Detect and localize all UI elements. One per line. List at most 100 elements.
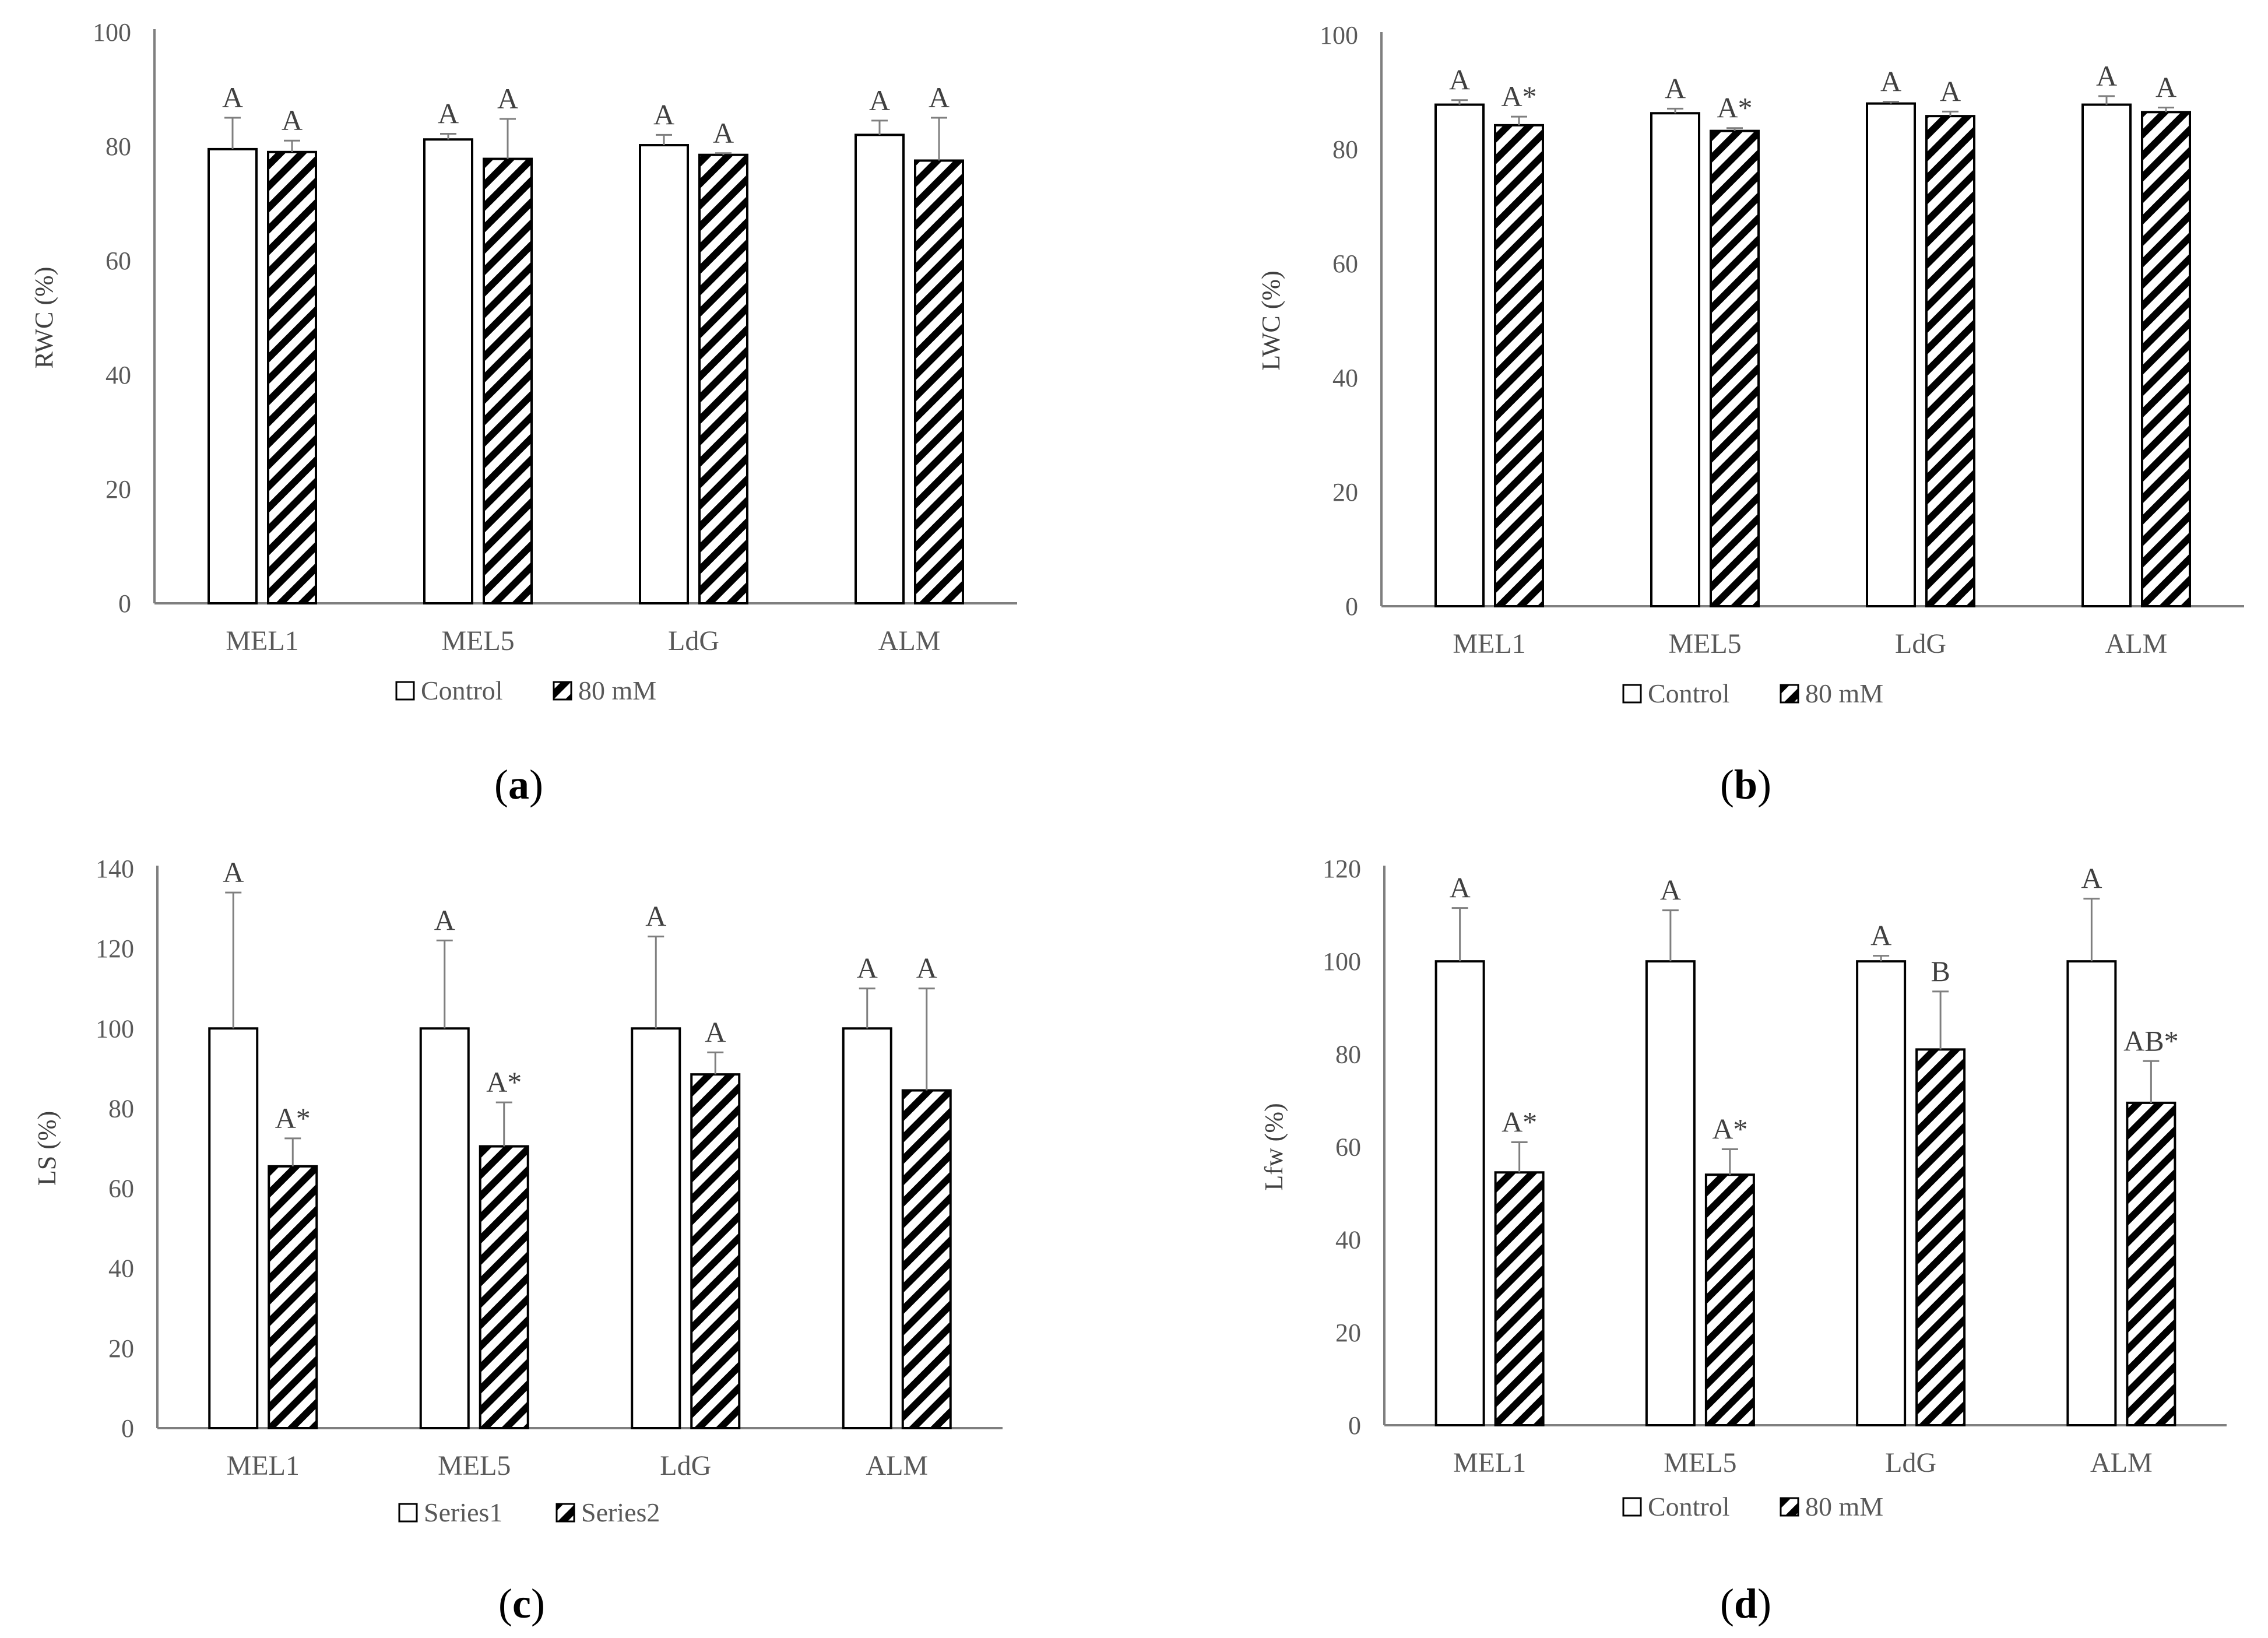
y-tick-label: 60 bbox=[108, 1175, 134, 1203]
y-tick-label: 40 bbox=[108, 1254, 134, 1283]
y-tick-label: 80 bbox=[1335, 1040, 1361, 1068]
significance-letter: A bbox=[223, 856, 244, 888]
significance-letter: A bbox=[645, 900, 666, 933]
y-tick-label: 0 bbox=[121, 1414, 134, 1443]
significance-letter: A bbox=[916, 952, 937, 985]
bar-control bbox=[1856, 960, 1907, 1426]
x-tick-label: ALM bbox=[878, 625, 941, 656]
x-tick-label: MEL5 bbox=[1668, 628, 1741, 659]
x-tick-label: LdG bbox=[660, 1450, 711, 1481]
significance-letter: A bbox=[1880, 65, 1901, 98]
legend-label: Control bbox=[1648, 1492, 1730, 1521]
bar-treated bbox=[268, 1165, 318, 1430]
y-tick-label: 60 bbox=[1332, 249, 1358, 278]
y-tick-label: 60 bbox=[106, 247, 131, 275]
y-axis-label: Lfw (%) bbox=[1260, 1103, 1288, 1190]
significance-letter: A bbox=[1660, 874, 1681, 906]
significance-letter: A bbox=[869, 84, 890, 117]
significance-letter: A* bbox=[486, 1066, 522, 1098]
y-tick-label: 0 bbox=[1345, 592, 1358, 621]
legend-swatch bbox=[1622, 684, 1642, 704]
bar-control bbox=[1650, 112, 1700, 607]
legend-swatch bbox=[1780, 684, 1799, 704]
legend-swatch bbox=[555, 1503, 575, 1523]
bar-treated bbox=[1710, 129, 1760, 607]
bar-treated bbox=[1494, 124, 1544, 607]
y-axis-label: LWC (%) bbox=[1257, 270, 1285, 370]
bar-treated bbox=[914, 159, 964, 604]
y-axis-label: RWC (%) bbox=[30, 267, 58, 369]
y-tick-label: 120 bbox=[1323, 855, 1361, 883]
y-tick-label: 100 bbox=[93, 18, 131, 47]
x-tick-label: MEL5 bbox=[1664, 1447, 1736, 1478]
significance-letter: A bbox=[1449, 64, 1470, 96]
bar-treated bbox=[2126, 1101, 2176, 1427]
significance-letter: A bbox=[1940, 75, 1961, 107]
significance-letter: B bbox=[1931, 955, 1950, 987]
x-tick-label: MEL5 bbox=[441, 625, 514, 656]
x-tick-label: LdG bbox=[1895, 628, 1946, 659]
chart-panel-b: 0 20 40 60 80 100 LWC (%) MEL1 A A* MEL5 A A* LdG A A AL… bbox=[1257, 21, 2244, 808]
y-tick-label: 140 bbox=[96, 855, 134, 883]
y-tick-label: 100 bbox=[1323, 947, 1361, 976]
bar-control bbox=[842, 1027, 892, 1430]
bar-treated bbox=[1704, 1173, 1755, 1426]
chart-panel-d: 0 20 40 60 80 100 120 Lfw (%) MEL1 A A* MEL5 A A* LdG A… bbox=[1260, 855, 2227, 1627]
significance-letter: A bbox=[705, 1015, 726, 1048]
bar-treated bbox=[901, 1089, 952, 1429]
x-tick-label: MEL1 bbox=[1453, 1447, 1526, 1478]
y-tick-label: 40 bbox=[1335, 1226, 1361, 1254]
bar-control bbox=[631, 1027, 681, 1430]
y-tick-label: 80 bbox=[106, 132, 131, 161]
panel-label: (c) bbox=[498, 1580, 545, 1627]
legend-label: Control bbox=[1648, 679, 1730, 708]
bar-treated bbox=[1494, 1171, 1545, 1427]
significance-letter: A bbox=[653, 98, 674, 131]
x-tick-label: ALM bbox=[2090, 1447, 2153, 1478]
panel-label: (d) bbox=[1720, 1580, 1771, 1627]
bar-control bbox=[639, 144, 689, 605]
legend-label: 80 mM bbox=[578, 676, 656, 705]
significance-letter: A bbox=[438, 97, 459, 129]
significance-letter: A bbox=[497, 82, 518, 115]
significance-letter: A bbox=[434, 904, 455, 936]
bar-control bbox=[423, 138, 473, 605]
significance-letter: A bbox=[929, 81, 950, 114]
legend-swatch bbox=[1622, 1497, 1642, 1517]
significance-letter: A bbox=[1665, 72, 1686, 104]
x-tick-label: ALM bbox=[866, 1450, 928, 1481]
bar-control bbox=[855, 133, 905, 604]
significance-letter: AB* bbox=[2123, 1024, 2178, 1057]
bar-control bbox=[2066, 960, 2117, 1426]
y-tick-label: 0 bbox=[118, 589, 131, 618]
significance-letter: A bbox=[222, 81, 243, 114]
significance-letter: A bbox=[1870, 919, 1891, 952]
y-tick-label: 20 bbox=[1335, 1319, 1361, 1347]
legend-label: Control bbox=[421, 676, 503, 705]
panel-label: (a) bbox=[494, 761, 543, 808]
panel-label: (b) bbox=[1720, 761, 1771, 808]
bar-treated bbox=[698, 153, 748, 604]
x-tick-label: LdG bbox=[668, 625, 719, 656]
legend-label: Series2 bbox=[581, 1498, 660, 1527]
legend-label: 80 mM bbox=[1805, 679, 1883, 708]
legend-swatch bbox=[395, 681, 415, 701]
bar-treated bbox=[1925, 115, 1975, 608]
bar-control bbox=[208, 1027, 259, 1430]
bar-treated bbox=[267, 150, 317, 604]
significance-letter: A* bbox=[1502, 1106, 1537, 1138]
x-tick-label: MEL1 bbox=[227, 1450, 300, 1481]
legend-swatch bbox=[1780, 1497, 1799, 1517]
legend-swatch bbox=[553, 681, 572, 701]
legend-swatch bbox=[398, 1503, 418, 1523]
significance-letter: A bbox=[857, 952, 878, 985]
significance-letter: A bbox=[2081, 862, 2102, 895]
x-tick-label: MEL1 bbox=[1453, 628, 1525, 659]
legend-label: Series1 bbox=[424, 1498, 502, 1527]
y-tick-label: 40 bbox=[106, 361, 131, 389]
y-tick-label: 20 bbox=[108, 1334, 134, 1363]
legend-label: 80 mM bbox=[1805, 1492, 1883, 1521]
bar-treated bbox=[483, 157, 533, 604]
bar-control bbox=[1866, 102, 1916, 608]
